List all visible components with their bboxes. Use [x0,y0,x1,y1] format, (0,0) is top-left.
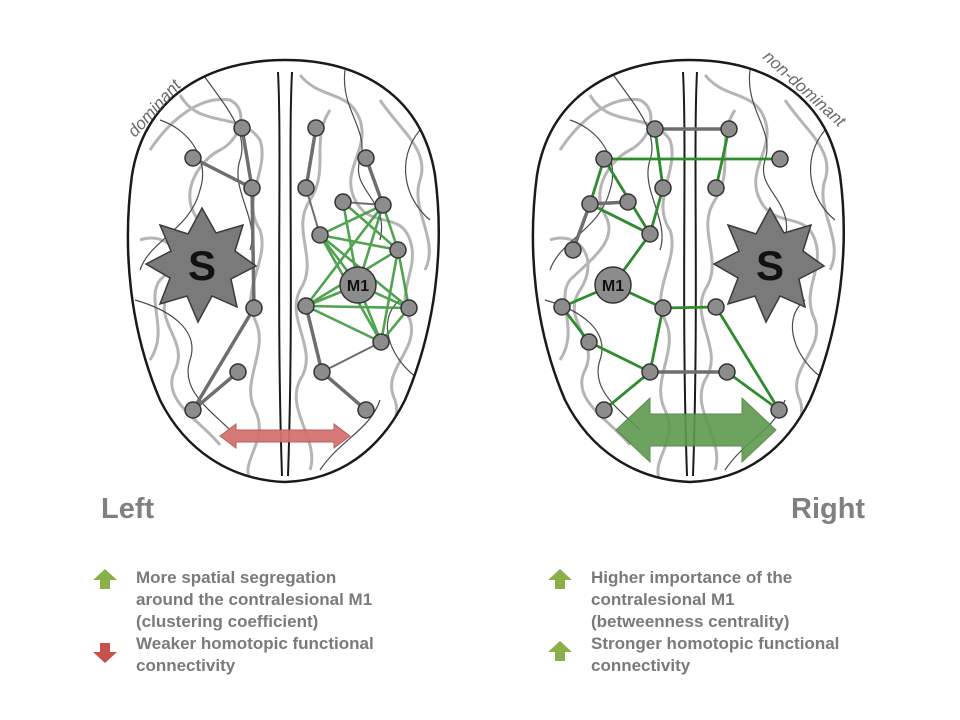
network-node [374,196,392,214]
network-node [595,150,613,168]
network-node [334,193,352,211]
network-node [297,297,315,315]
legend-item: Weaker homotopic functional connectivity [90,633,420,677]
network-node [646,120,664,138]
left-fissure [277,71,293,477]
network-node [297,179,315,197]
network-node [389,241,407,259]
legend-item: Stronger homotopic functional connectivi… [545,633,875,677]
right-fissure [682,71,698,477]
right-legend: Higher importance of the contralesional … [545,567,875,677]
left-side-label: Left [101,493,155,525]
network-node [229,363,247,381]
network-node [233,119,251,137]
network-node [654,299,672,317]
network-node [357,149,375,167]
left-hemisphere-label: dominant [124,75,186,141]
legend-text: Stronger homotopic functional connectivi… [591,634,840,675]
network-node [641,363,659,381]
network-node [357,401,375,419]
arrow-up-icon [93,569,117,589]
left-stroke-lesion-shape [144,206,258,324]
right-stroke-star: S [712,206,826,324]
network-node [307,119,325,137]
network-node [243,179,261,197]
network-node [245,299,263,317]
left-stroke-label: S [188,242,216,289]
network-node [770,401,788,419]
left-homotopic-arrow [219,423,351,449]
right-m1-label: M1 [602,278,624,295]
right-m1-node: M1 [594,266,632,304]
right-side-label: Right [791,493,866,525]
legend-text: Higher importance of the contralesional … [591,568,793,631]
network-node [311,226,329,244]
left-m1-node: M1 [339,266,377,304]
network-node [718,363,736,381]
left-brain: S M1 dominan [124,58,440,484]
network-node [654,179,672,197]
network-node [619,193,637,211]
network-node [313,363,331,381]
right-stroke-label: S [756,242,784,289]
right-brain-outline [531,58,845,484]
network-node [771,150,789,168]
legend-item: Higher importance of the contralesional … [545,567,875,633]
right-stroke-lesion-shape [712,206,826,324]
legend-text: More spatial segregation around the cont… [136,568,373,631]
network-node [707,298,725,316]
left-stroke-star: S [144,206,258,324]
left-legend: More spatial segregation around the cont… [90,567,420,677]
network-node [581,195,599,213]
network-node [641,225,659,243]
left-m1-label: M1 [347,278,369,295]
right-nodes [553,120,789,419]
legend-text: Weaker homotopic functional connectivity [136,634,374,675]
network-node [184,149,202,167]
network-node [564,241,582,259]
left-brain-outline [126,58,440,484]
right-hemisphere-label: non-dominant [759,47,850,132]
network-node [720,120,738,138]
network-node [400,299,418,317]
arrow-down-icon [93,643,117,663]
legend-item: More spatial segregation around the cont… [90,567,420,633]
left-nodes [184,119,418,419]
network-node [595,401,613,419]
arrow-up-icon [548,569,572,589]
right-brain: S M1 non-dom [531,47,850,484]
network-node [553,298,571,316]
arrow-up-icon [548,641,572,661]
right-homotopic-arrow [615,396,777,464]
network-node [707,179,725,197]
network-node [580,333,598,351]
network-node [184,401,202,419]
network-node [372,333,390,351]
